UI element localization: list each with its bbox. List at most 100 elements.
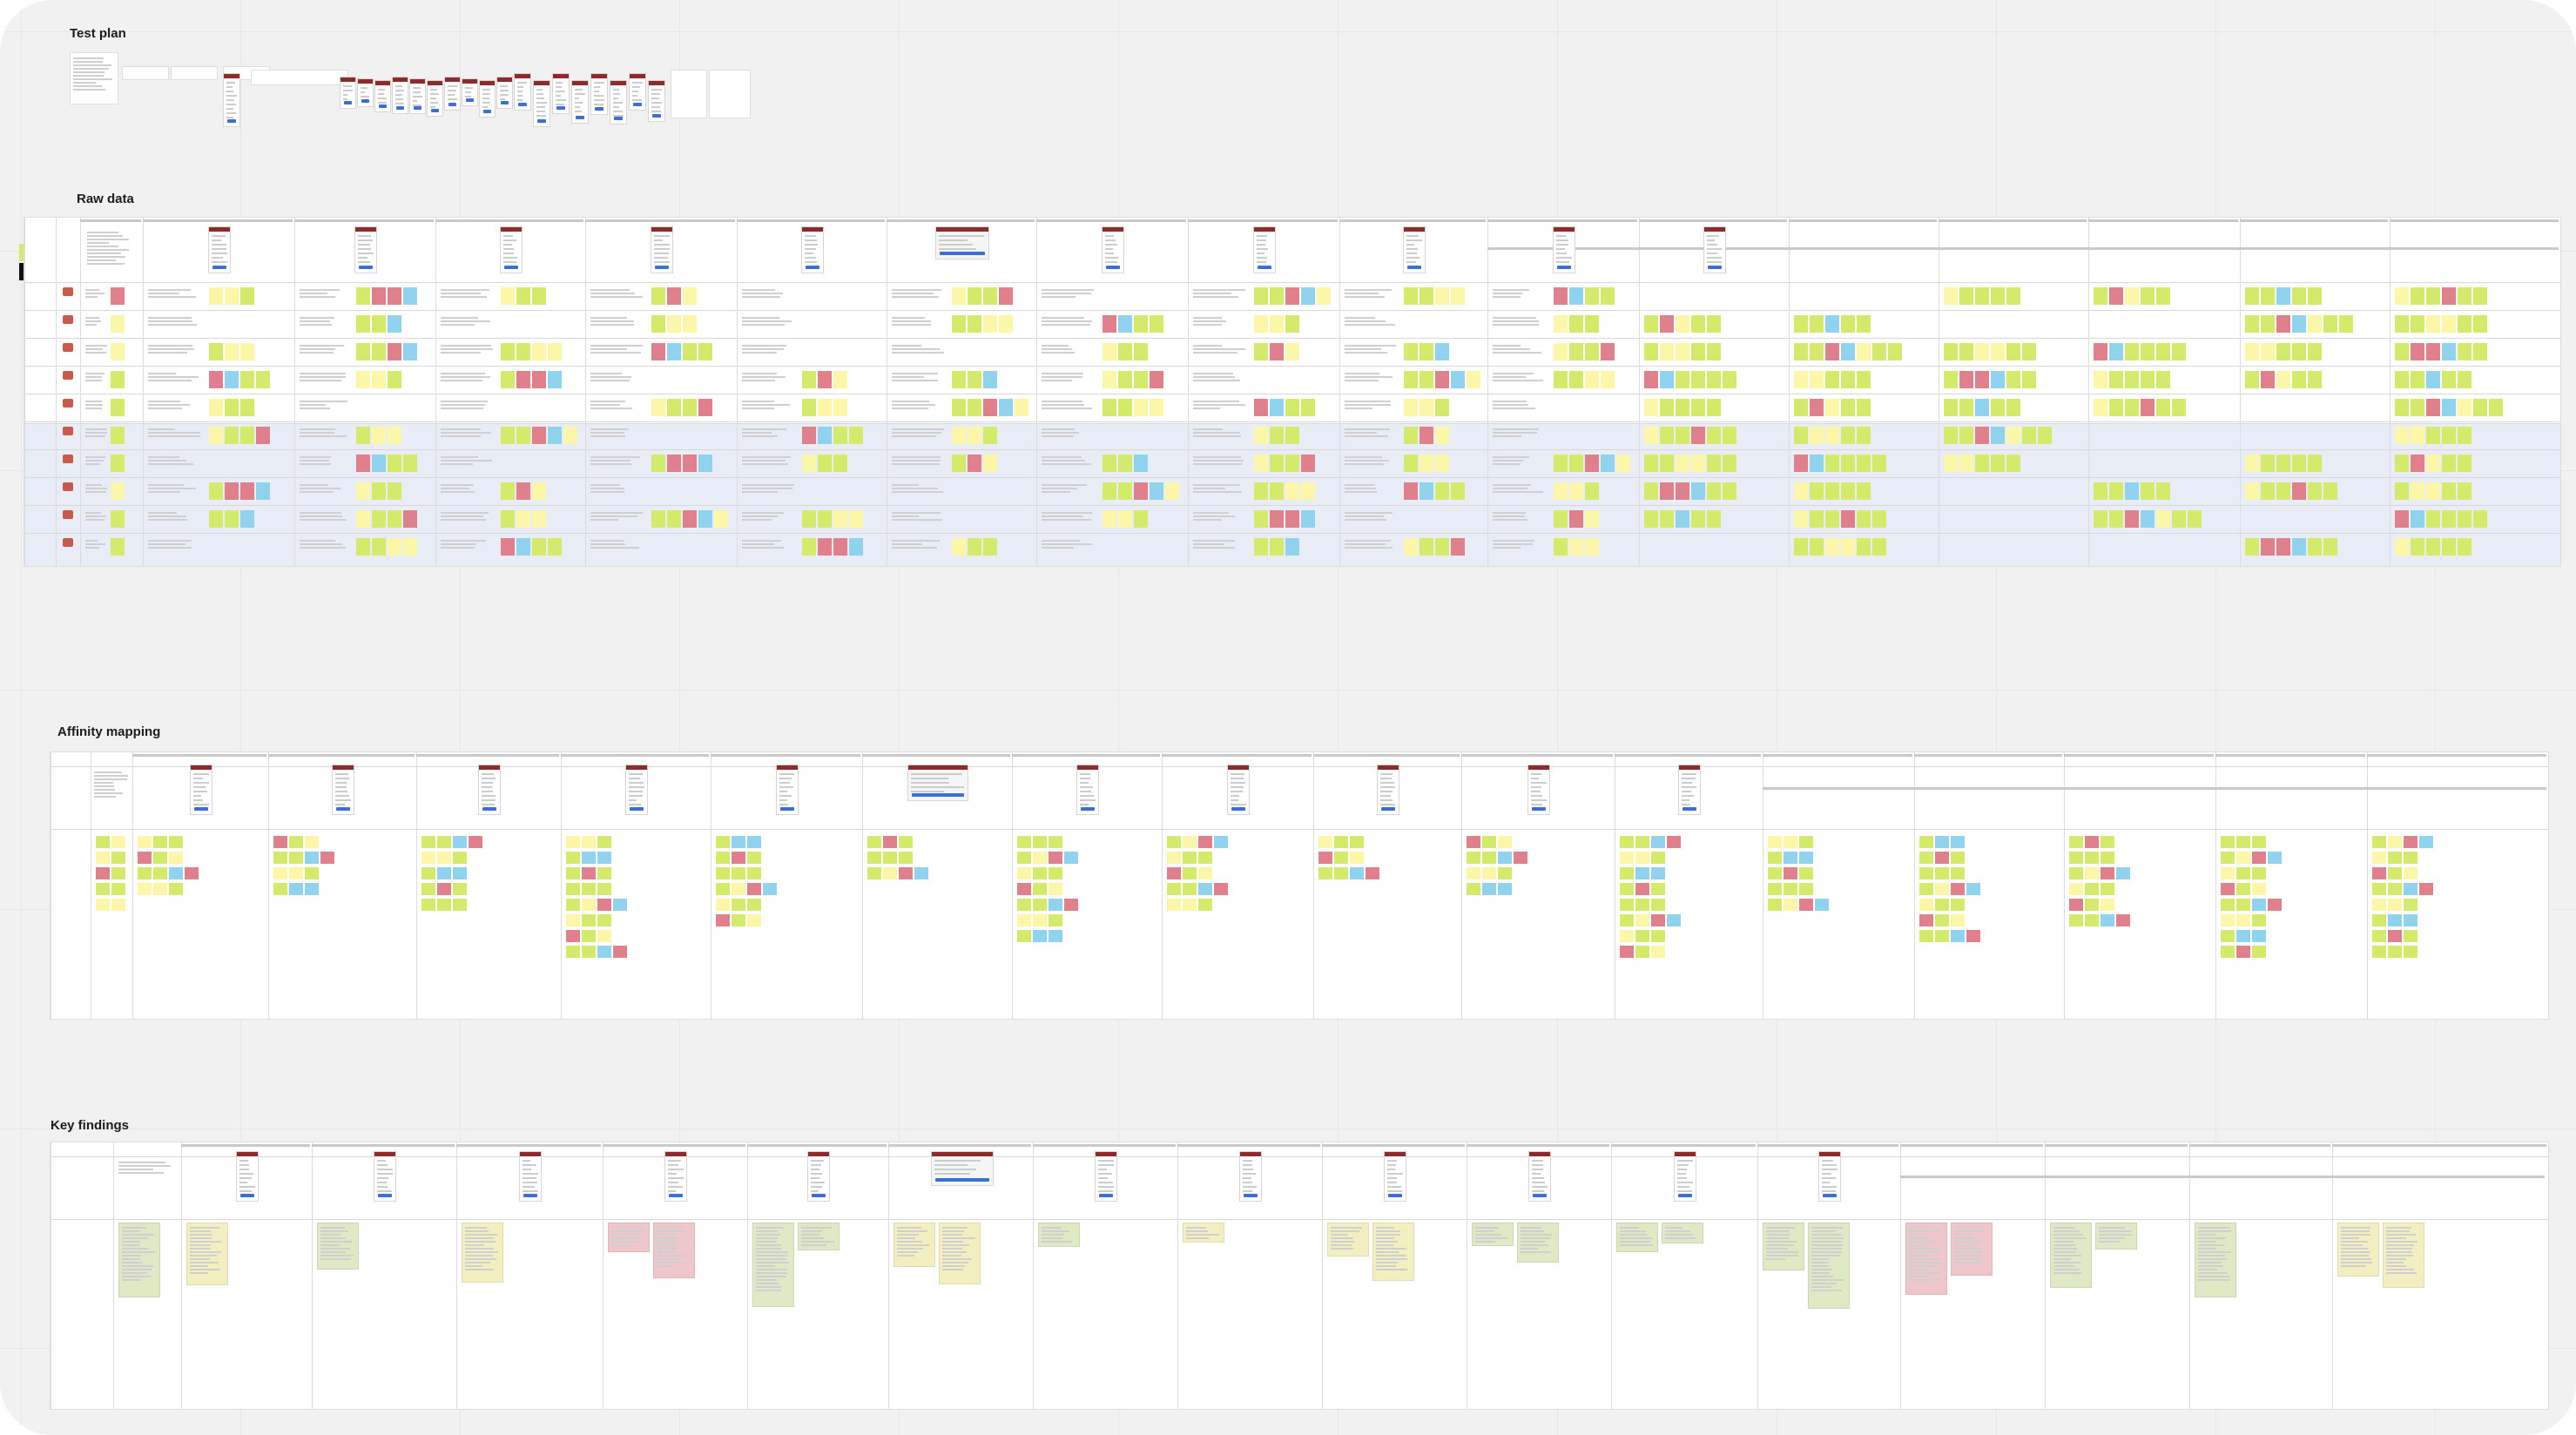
text-placeholder-line xyxy=(320,1234,341,1236)
screen-text-line xyxy=(651,89,662,91)
grid-column-divider xyxy=(1177,1142,1178,1409)
column-header-strip xyxy=(2088,219,2238,222)
sticky-note xyxy=(110,538,125,556)
text-placeholder-line xyxy=(1954,1234,1972,1236)
screen-text-line xyxy=(482,89,490,91)
screen-text-line xyxy=(1380,791,1393,792)
sticky-note xyxy=(1660,315,1674,333)
screen-text-line xyxy=(517,95,523,97)
sticky-note xyxy=(516,538,530,556)
prototype-screen-thumbnail xyxy=(1076,765,1099,815)
sticky-note xyxy=(1841,427,1855,444)
text-placeholder-line xyxy=(1193,484,1240,486)
screen-text-line xyxy=(503,257,517,259)
sticky-note xyxy=(2261,538,2275,556)
screen-cta-button xyxy=(780,807,794,811)
sticky-note xyxy=(239,371,254,388)
sticky-note xyxy=(597,883,611,895)
text-placeholder-line xyxy=(1193,540,1235,542)
sticky-note xyxy=(1857,482,1871,500)
text-placeholder-line xyxy=(148,408,182,409)
text-placeholder-line xyxy=(441,320,490,322)
sticky-note xyxy=(1799,852,1813,864)
sticky-note xyxy=(96,852,110,864)
raw-data-frame[interactable] xyxy=(24,218,2561,566)
sticky-note xyxy=(169,836,183,848)
text-placeholder-line xyxy=(1042,376,1082,378)
affinity-mapping-frame[interactable] xyxy=(51,752,2549,1019)
screen-text-line xyxy=(911,778,948,779)
sticky-note xyxy=(2292,482,2306,500)
screen-text-line xyxy=(594,95,604,97)
screen-text-line xyxy=(1387,1190,1402,1192)
text-placeholder-line xyxy=(1042,320,1092,322)
text-placeholder-line xyxy=(1811,1269,1832,1270)
text-placeholder-line xyxy=(441,408,483,409)
text-placeholder-line xyxy=(1493,488,1527,489)
text-placeholder-line xyxy=(73,78,112,80)
sticky-note xyxy=(1253,399,1268,416)
text-placeholder-line xyxy=(94,782,113,784)
finding-card xyxy=(1951,1223,1993,1276)
text-placeholder-line xyxy=(1345,296,1385,298)
sticky-note xyxy=(951,455,966,472)
sticky-note xyxy=(531,427,546,444)
text-placeholder-line xyxy=(122,1230,139,1232)
text-placeholder-line xyxy=(611,1234,640,1236)
screen-text-line xyxy=(651,111,661,112)
grid-column-divider xyxy=(2045,1142,2046,1409)
prototype-screen-thumbnail xyxy=(519,1151,542,1202)
text-placeholder-line xyxy=(942,1251,967,1253)
text-placeholder-line xyxy=(1811,1262,1829,1263)
text-placeholder-line xyxy=(1193,460,1244,461)
sticky-note xyxy=(453,852,467,864)
text-placeholder-line xyxy=(1493,345,1521,347)
text-placeholder-line xyxy=(1376,1241,1398,1243)
text-placeholder-line xyxy=(611,1227,643,1229)
screen-text-line xyxy=(654,253,669,254)
screen-text-line xyxy=(805,261,817,263)
sticky-note xyxy=(500,538,515,556)
text-placeholder-line xyxy=(1475,1227,1499,1229)
prototype-screen-thumbnail xyxy=(462,78,478,106)
text-placeholder-line xyxy=(190,1258,210,1260)
grid-column-divider xyxy=(737,218,738,566)
text-placeholder-line xyxy=(1345,401,1391,402)
text-placeholder-line xyxy=(1193,293,1231,294)
screen-text-line xyxy=(779,778,792,779)
text-placeholder-line xyxy=(590,519,618,521)
sticky-note xyxy=(1568,510,1583,528)
sticky-note xyxy=(2094,287,2107,305)
screen-text-line xyxy=(1387,1169,1395,1170)
text-placeholder-line xyxy=(742,515,778,517)
screen-text-line xyxy=(1243,1173,1256,1175)
sticky-note xyxy=(1944,343,1958,360)
text-placeholder-line xyxy=(190,1227,219,1229)
text-placeholder-line xyxy=(756,1276,786,1277)
sticky-note xyxy=(1935,867,1949,879)
sticky-note xyxy=(1794,371,1808,388)
sticky-note xyxy=(833,510,847,528)
sticky-note xyxy=(2069,899,2083,911)
text-placeholder-line xyxy=(148,324,197,326)
grid-column-divider xyxy=(2189,1142,2190,1409)
screen-header-bar xyxy=(358,79,373,84)
sticky-note xyxy=(1164,482,1179,500)
sticky-note xyxy=(2308,371,2322,388)
text-placeholder-line xyxy=(148,435,200,437)
finding-card xyxy=(118,1223,160,1297)
column-header-strip xyxy=(2189,1144,2330,1147)
text-placeholder-line xyxy=(118,1169,153,1170)
text-placeholder-line xyxy=(657,1241,678,1243)
text-placeholder-line xyxy=(441,380,482,381)
sticky-note xyxy=(1600,287,1615,305)
text-placeholder-line xyxy=(942,1241,963,1243)
key-findings-frame[interactable] xyxy=(51,1142,2549,1409)
text-placeholder-line xyxy=(122,1251,155,1253)
screen-text-line xyxy=(482,804,495,805)
screen-header-bar xyxy=(534,81,550,85)
screen-cta-button xyxy=(1099,1194,1113,1197)
text-placeholder-line xyxy=(148,348,194,350)
text-placeholder-line xyxy=(300,543,342,545)
